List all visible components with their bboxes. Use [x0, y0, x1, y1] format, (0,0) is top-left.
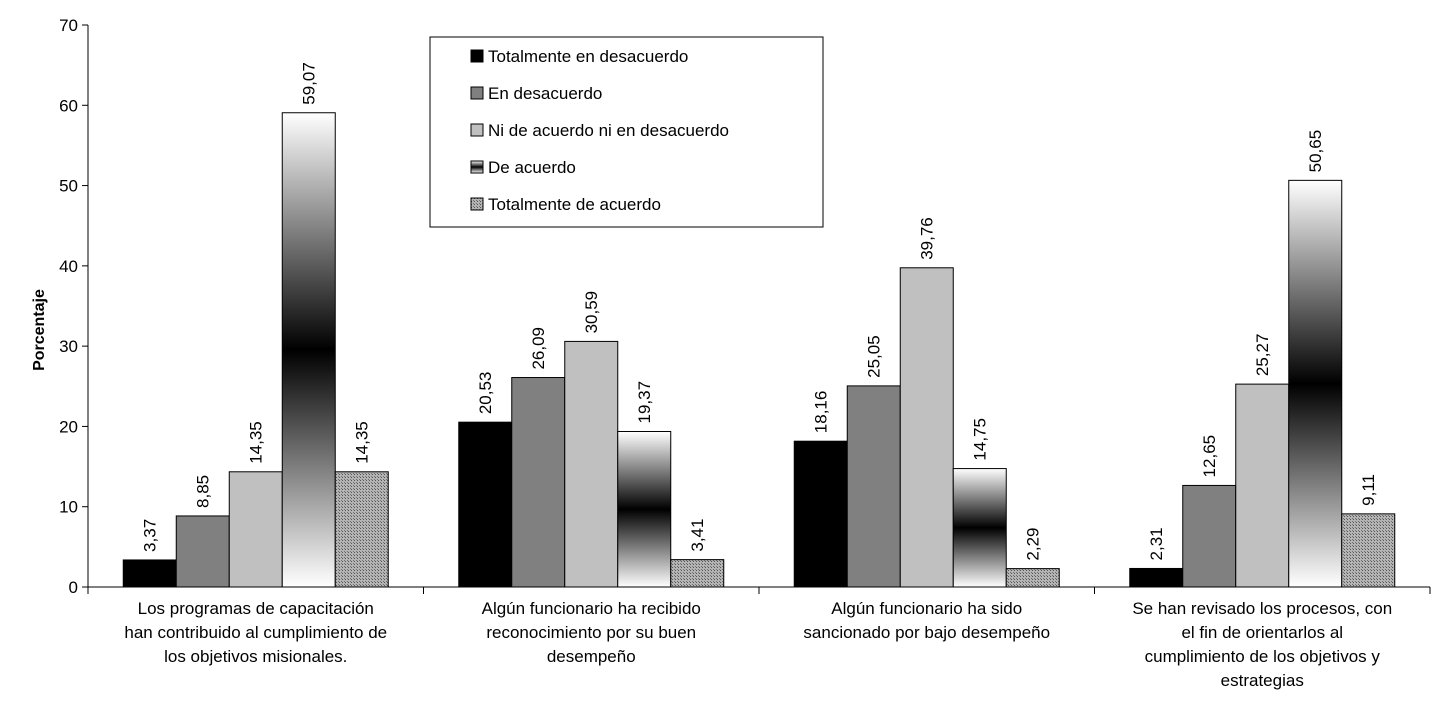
legend-swatch [470, 86, 484, 100]
bar [564, 340, 619, 588]
y-tick-label: 70 [59, 16, 78, 35]
bar [511, 377, 566, 588]
category-label-line: han contribuido al cumplimiento de [124, 623, 387, 642]
category-label-line: los objetivos misionales. [164, 647, 347, 666]
bar [1288, 179, 1343, 588]
bar [846, 385, 901, 588]
bar [334, 471, 389, 588]
data-label: 59,07 [300, 62, 319, 105]
legend-swatch [470, 49, 484, 63]
legend: Totalmente en desacuerdo En desacuerdo Ni … [429, 36, 824, 228]
legend-entry: En desacuerdo [488, 84, 602, 103]
category-label: Algún funcionario ha recibido reconocimie… [482, 599, 701, 666]
category-label-line: cumplimiento de los objetivos y [1145, 647, 1381, 666]
bar [1235, 383, 1290, 588]
legend-swatch [470, 197, 484, 211]
category-label: Se han revisado los procesos, con el fin … [1132, 599, 1392, 690]
category-label-line: reconocimiento por su buen [486, 623, 696, 642]
data-labels: 3,37 20,53 18,16 2,31 8,85 26,09 25,05 12,65 14,… [141, 62, 1379, 560]
data-label: 9,11 [1359, 474, 1378, 506]
category-label-line: Se han revisado los procesos, con [1132, 599, 1392, 618]
bar [458, 421, 513, 588]
category-label: Los programas de capacitación han contrib… [124, 599, 387, 666]
category-label-line: Algún funcionario ha recibido [482, 599, 701, 618]
data-label: 3,41 [688, 519, 707, 552]
category-label-line: desempeño [547, 647, 636, 666]
data-label: 50,65 [1306, 130, 1325, 173]
data-label: 30,59 [582, 291, 601, 334]
bar [175, 515, 230, 588]
data-label: 2,29 [1024, 528, 1043, 561]
bar [228, 471, 283, 588]
data-label: 25,27 [1253, 334, 1272, 377]
y-tick-label: 60 [59, 96, 78, 115]
category-label-line: el fin de orientarlos al [1181, 623, 1343, 642]
data-label: 14,75 [971, 418, 990, 461]
y-tick-label: 40 [59, 257, 78, 276]
y-tick-label: 20 [59, 417, 78, 436]
category-labels: Los programas de capacitación han contrib… [124, 599, 1392, 690]
bar [952, 468, 1007, 588]
legend-swatch [470, 123, 484, 137]
bar [1341, 513, 1396, 588]
bar [899, 267, 954, 588]
data-label: 20,53 [476, 372, 495, 415]
bar [1182, 484, 1237, 588]
data-label: 25,05 [865, 335, 884, 378]
data-label: 14,35 [247, 421, 266, 464]
legend-swatch [470, 160, 484, 174]
legend-box [429, 36, 824, 228]
y-axis-label: Porcentaje [31, 289, 48, 371]
data-label: 19,37 [635, 381, 654, 424]
y-tick-label: 50 [59, 177, 78, 196]
bar [122, 559, 177, 588]
data-label: 26,09 [529, 327, 548, 370]
bar [793, 440, 848, 588]
legend-entry: Totalmente en desacuerdo [488, 47, 688, 66]
bar [1005, 568, 1060, 588]
data-label: 18,16 [812, 391, 831, 434]
category-label: Algún funcionario ha sido sancionado por … [803, 599, 1050, 642]
data-label: 39,76 [918, 217, 937, 260]
legend-entry: Totalmente de acuerdo [488, 195, 661, 214]
bar [281, 112, 336, 588]
data-label: 12,65 [1200, 435, 1219, 478]
data-label: 14,35 [353, 421, 372, 464]
bars [122, 112, 1396, 588]
category-label-line: Los programas de capacitación [138, 599, 374, 618]
legend-entry: Ni de acuerdo ni en desacuerdo [488, 121, 729, 140]
bar [1129, 567, 1184, 588]
data-label: 3,37 [141, 519, 160, 552]
category-label-line: sancionado por bajo desempeño [803, 623, 1050, 642]
bar [617, 430, 672, 588]
data-label: 8,85 [194, 475, 213, 508]
category-label-line: estrategias [1221, 671, 1304, 690]
y-tick-label: 0 [69, 578, 78, 597]
y-tick-label: 30 [59, 337, 78, 356]
category-label-line: Algún funcionario ha sido [831, 599, 1022, 618]
y-tick-label: 10 [59, 498, 78, 517]
data-label: 2,31 [1147, 527, 1166, 560]
bar [670, 559, 725, 588]
legend-entry: De acuerdo [488, 158, 576, 177]
